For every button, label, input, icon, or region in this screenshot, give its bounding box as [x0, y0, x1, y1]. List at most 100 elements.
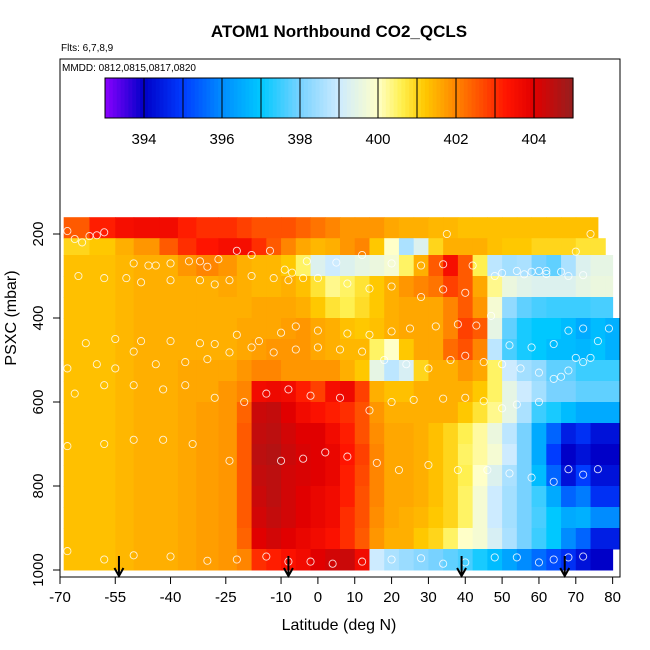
- heatmap-cell: [177, 360, 197, 382]
- heatmap-cell: [236, 465, 253, 487]
- heatmap-cell: [236, 238, 253, 256]
- heatmap-cell: [398, 276, 415, 298]
- sample-point: [284, 276, 293, 285]
- sample-point: [306, 557, 315, 566]
- heatmap-cell: [487, 217, 503, 239]
- heatmap-cell: [605, 318, 614, 340]
- colorbar-segment: [280, 78, 285, 118]
- heatmap-cell: [428, 255, 444, 277]
- heatmap-cell: [133, 360, 160, 382]
- colorbar-segment: [526, 78, 531, 118]
- heatmap-cell: [502, 238, 518, 256]
- heatmap-cell: [63, 318, 90, 340]
- sample-point: [586, 229, 595, 239]
- heatmap-cell: [561, 402, 577, 424]
- heatmap-cell: [457, 297, 474, 319]
- colorbar-segment: [397, 78, 402, 118]
- heatmap-cell: [369, 423, 385, 445]
- heatmap-cell: [487, 297, 503, 319]
- heatmap-cell: [472, 486, 488, 508]
- heatmap-cell: [251, 318, 267, 340]
- heatmap-cell: [428, 360, 444, 382]
- heatmap-cell: [413, 360, 429, 382]
- sample-point: [468, 261, 477, 270]
- heatmap-cell: [472, 549, 488, 571]
- x-tick-label: -25: [215, 589, 237, 606]
- sample-point: [232, 246, 241, 255]
- sample-point: [542, 266, 551, 276]
- sample-point: [291, 322, 300, 331]
- heatmap-cell: [531, 465, 547, 487]
- heatmap-cell: [531, 444, 547, 466]
- heatmap-cell: [531, 360, 547, 382]
- colorbar-segment: [128, 78, 133, 118]
- colorbar-segment: [303, 78, 309, 118]
- heatmap-cell: [369, 339, 385, 361]
- colorbar-segment: [475, 78, 480, 118]
- heatmap-cell: [218, 339, 238, 361]
- heatmap-cell: [266, 255, 282, 277]
- sample-point: [387, 397, 396, 407]
- heatmap-cell: [457, 423, 474, 445]
- heatmap-cell: [369, 465, 385, 487]
- sample-point: [81, 339, 90, 348]
- heatmap-cell: [115, 444, 135, 466]
- chart-title: ATOM1 Northbound CO2_QCLS: [211, 22, 467, 41]
- heatmap-cell: [281, 507, 297, 529]
- sample-point: [512, 266, 521, 276]
- heatmap-cell: [63, 339, 90, 361]
- heatmap-cell: [502, 444, 518, 466]
- heatmap-cell: [281, 276, 297, 298]
- heatmap-cell: [89, 528, 116, 550]
- heatmap-cell: [428, 402, 444, 424]
- heatmap-cell: [340, 402, 356, 424]
- heatmap-cell: [196, 339, 219, 361]
- heatmap-cell: [218, 486, 238, 508]
- heatmap-cell: [487, 528, 503, 550]
- heatmap-cell: [133, 381, 160, 403]
- heatmap-cell: [133, 238, 160, 256]
- heatmap-cell: [561, 528, 577, 550]
- colorbar-segment: [491, 78, 496, 118]
- heatmap-cell: [325, 255, 341, 277]
- heatmap-cell: [115, 528, 135, 550]
- colorbar-segment: [366, 78, 371, 118]
- heatmap-cell: [325, 465, 341, 487]
- sample-point: [579, 358, 588, 367]
- sample-point: [92, 360, 101, 369]
- heatmap-cell: [605, 528, 614, 550]
- heatmap-cell: [487, 486, 503, 508]
- heatmap-cell: [457, 360, 474, 382]
- colorbar-segment: [210, 78, 215, 118]
- heatmap-cell: [502, 318, 518, 340]
- sample-point: [424, 364, 433, 373]
- heatmap-cell: [133, 528, 160, 550]
- sample-point: [100, 439, 109, 449]
- colorbar-segment: [284, 78, 289, 118]
- heatmap-cell: [546, 360, 562, 382]
- heatmap-cell: [369, 549, 385, 571]
- sample-point: [313, 326, 322, 335]
- heatmap-cell: [63, 360, 90, 382]
- colorbar-segment: [420, 78, 426, 118]
- heatmap-cell: [384, 381, 400, 403]
- sample-point: [520, 270, 529, 279]
- heatmap-cell: [590, 297, 606, 319]
- sample-point: [534, 397, 543, 407]
- sample-point: [387, 327, 396, 336]
- heatmap-cell: [281, 444, 297, 466]
- heatmap-cell: [340, 486, 356, 508]
- heatmap-cell: [63, 255, 90, 277]
- heatmap-cell: [413, 381, 429, 403]
- sample-point: [225, 348, 234, 357]
- heatmap-cell: [236, 360, 253, 382]
- heatmap-cell: [133, 276, 160, 298]
- sample-point: [498, 404, 507, 413]
- heatmap-cell: [472, 507, 488, 529]
- heatmap-cell: [177, 217, 197, 239]
- sample-point: [166, 337, 175, 346]
- x-tick-label: 10: [346, 589, 363, 606]
- heatmap-cell: [612, 465, 621, 487]
- heatmap-cell: [575, 276, 592, 298]
- heatmap-cell: [177, 238, 197, 256]
